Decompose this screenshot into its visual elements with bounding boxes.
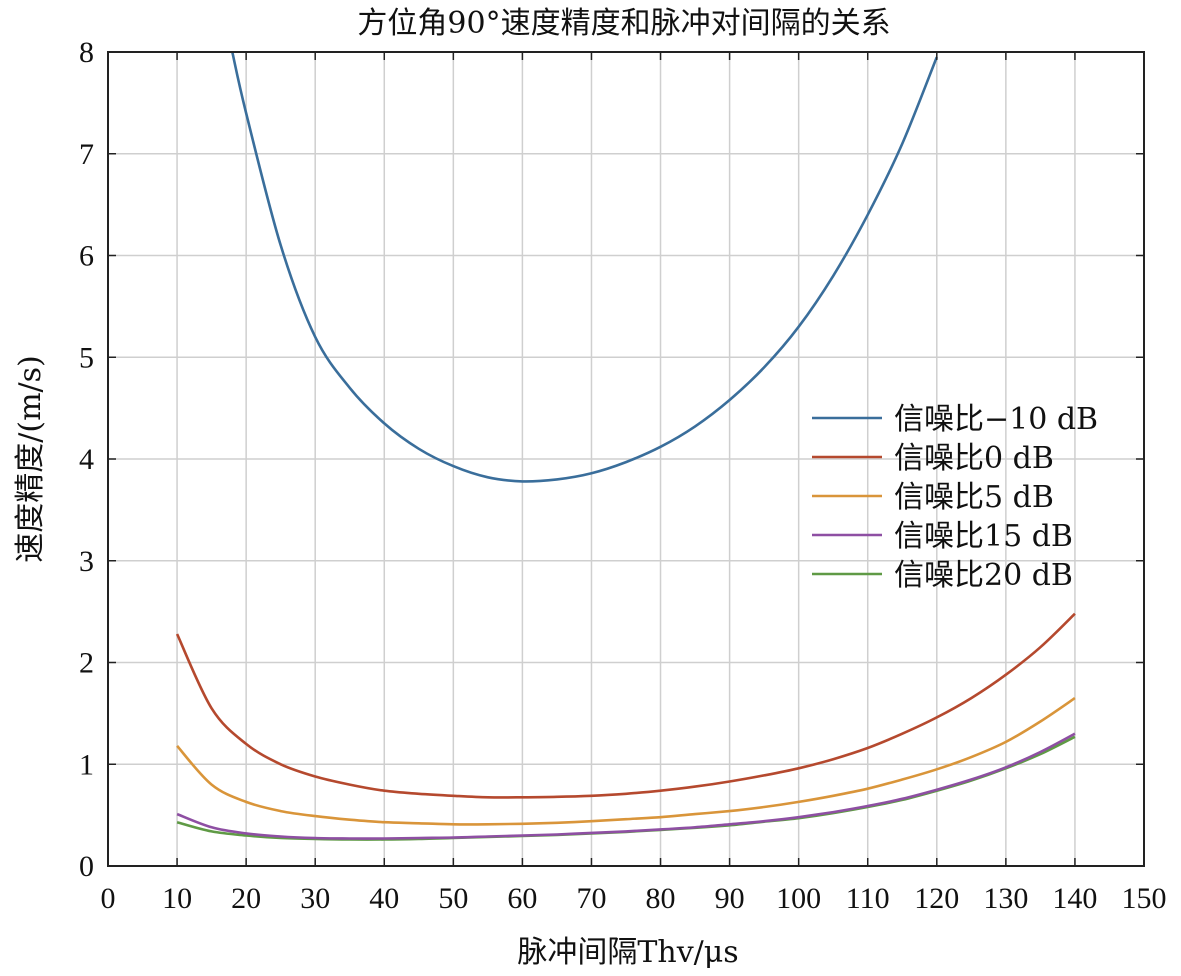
y-tick-label: 6 [79, 240, 94, 273]
legend-label: 信噪比20 dB [894, 558, 1073, 593]
legend: 信噪比−10 dB 信噪比0 dB 信噪比5 dB 信噪比15 dB 信噪比20 dB [812, 402, 1098, 593]
y-tick-label: 8 [79, 36, 94, 69]
x-tick-label: 20 [231, 882, 261, 915]
x-tick-label: 30 [300, 882, 330, 915]
legend-label: 信噪比0 dB [894, 441, 1054, 476]
x-tick-label: 80 [646, 882, 676, 915]
y-tick-label: 5 [79, 341, 94, 374]
y-tick-label: 7 [79, 138, 94, 171]
x-tick-label: 150 [1122, 882, 1167, 915]
y-axis-label: 速度精度/(m/s) [13, 355, 48, 562]
x-tick-label: 40 [369, 882, 399, 915]
legend-label: 信噪比15 dB [894, 519, 1073, 554]
series-line-1 [175, 612, 1076, 799]
x-tick-label: 120 [914, 882, 959, 915]
y-tick-label: 1 [79, 748, 94, 781]
x-tick-label: 50 [438, 882, 468, 915]
x-tick-label: 10 [162, 882, 192, 915]
ticks: 0 10 20 30 40 50 60 70 80 90 100 110 120 130 140 150 0 1 2… [79, 36, 1167, 915]
y-tick-label: 0 [79, 850, 94, 883]
series-line-3 [176, 732, 1076, 840]
x-axis-label: 脉冲间隔Thv/μs [517, 935, 738, 970]
y-tick-label: 3 [79, 545, 94, 578]
grid [108, 52, 1144, 866]
series-lines [175, 52, 1076, 841]
x-tick-label: 110 [846, 882, 890, 915]
chart-title: 方位角90°速度精度和脉冲对间隔的关系 [357, 6, 890, 41]
legend-label: 信噪比5 dB [894, 480, 1054, 515]
series-line-2 [176, 697, 1076, 826]
y-tick-label: 4 [79, 443, 94, 476]
x-tick-label: 0 [101, 882, 116, 915]
x-tick-label: 130 [983, 882, 1028, 915]
legend-label: 信噪比−10 dB [894, 402, 1098, 437]
x-tick-label: 60 [507, 882, 537, 915]
x-tick-label: 100 [776, 882, 821, 915]
x-tick-label: 70 [576, 882, 606, 915]
y-tick-label: 2 [79, 647, 94, 680]
x-tick-label: 90 [715, 882, 745, 915]
series-line-0 [231, 52, 939, 483]
x-tick-label: 140 [1052, 882, 1097, 915]
